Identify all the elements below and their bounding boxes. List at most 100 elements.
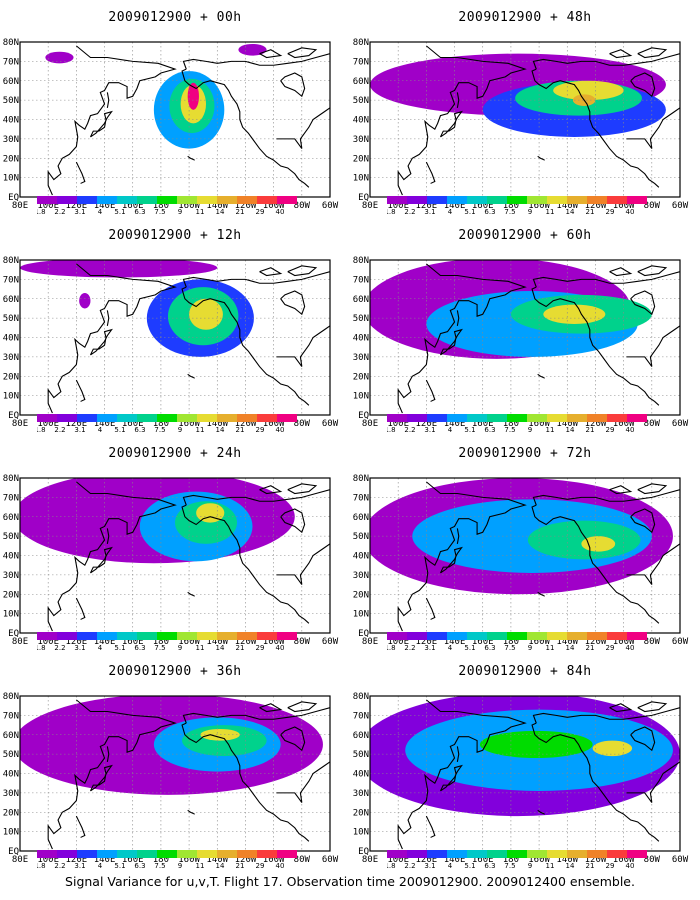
colorbar-label: 7.5	[504, 862, 515, 870]
x-tick-label: 80W	[644, 419, 661, 429]
coastline	[75, 815, 86, 838]
x-tick-label: 100E	[387, 201, 409, 211]
y-tick-label: 10N	[353, 610, 369, 620]
colorbar-label: 4	[98, 426, 103, 434]
coastline	[187, 155, 195, 161]
colorbar-swatch	[217, 850, 237, 858]
coastline	[637, 483, 668, 495]
variance-field	[20, 696, 330, 851]
x-tick-label: 120E	[416, 419, 438, 429]
x-tick-label: 160W	[178, 855, 200, 865]
colorbar-label: 11	[196, 862, 205, 870]
x-tick-label: 80W	[644, 201, 661, 211]
colorbar-label: 29	[256, 862, 265, 870]
y-tick-label: 40N	[353, 334, 369, 344]
colorbar-label: 7.5	[504, 644, 515, 652]
x-tick-label: 80W	[644, 637, 661, 647]
variance-field	[20, 478, 330, 633]
x-tick-label: 80E	[12, 855, 28, 865]
colorbar-swatch	[627, 632, 647, 640]
colorbar-swatch	[277, 632, 297, 640]
y-tick-label: 50N	[3, 750, 19, 760]
y-tick-label: 60N	[353, 513, 369, 523]
x-tick-label: 180	[153, 201, 169, 211]
colorbar-swatch	[567, 196, 587, 204]
x-tick-label: 80E	[12, 419, 28, 429]
x-tick-label: 140E	[444, 855, 466, 865]
colorbar-swatch	[607, 414, 627, 422]
x-tick-label: 160E	[472, 419, 494, 429]
colorbar-label: 7.5	[154, 862, 165, 870]
colorbar-label: 3.1	[74, 208, 85, 216]
x-tick-label: 100W	[613, 637, 635, 647]
x-tick-label: 160W	[178, 419, 200, 429]
colorbar-label: 21	[236, 644, 245, 652]
colorbar-swatch	[487, 196, 507, 204]
variance-contour	[479, 730, 593, 758]
coastline	[425, 597, 436, 620]
colorbar-swatch	[407, 196, 427, 204]
x-tick-label: 100E	[37, 201, 59, 211]
coastline	[182, 271, 330, 288]
panel-title: 2009012900 + 36h	[108, 664, 242, 679]
x-tick-label: 120W	[235, 855, 257, 865]
y-tick-label: 10N	[353, 828, 369, 838]
x-tick-label: 180	[153, 419, 169, 429]
y-tick-label: 30N	[353, 135, 369, 145]
y-tick-label: 70N	[353, 275, 369, 285]
colorbar-swatch	[237, 632, 257, 640]
colorbar-swatch	[217, 632, 237, 640]
y-tick-label: 70N	[353, 493, 369, 503]
x-tick-label: 100W	[613, 201, 635, 211]
x-tick-label: 120W	[235, 637, 257, 647]
x-tick-label: 60W	[672, 419, 689, 429]
colorbar-label: 29	[256, 644, 265, 652]
x-tick-label: 80E	[362, 855, 378, 865]
colorbar-swatch	[447, 196, 467, 204]
x-tick-label: 60W	[672, 855, 689, 865]
x-tick-label: 160E	[122, 419, 144, 429]
coastline	[182, 489, 330, 506]
coastline	[259, 267, 283, 277]
y-tick-label: 80N	[353, 474, 369, 484]
y-tick-label: EQ	[358, 629, 369, 639]
colorbar: 1.8 2.2 3.1 4 5.1 6.3 7.5 9 11 14 21 29 40	[37, 850, 297, 870]
colorbar-label: 29	[256, 208, 265, 216]
coastline	[609, 49, 633, 59]
colorbar-swatch	[217, 414, 237, 422]
variance-field	[20, 260, 330, 415]
x-tick-label: 60W	[322, 419, 339, 429]
x-tick-label: 160W	[528, 419, 550, 429]
colorbar: 1.8 2.2 3.1 4 5.1 6.3 7.5 9 11 14 21 29 40	[37, 196, 297, 216]
colorbar-swatch	[507, 632, 527, 640]
colorbar-swatch	[97, 414, 117, 422]
colorbar-label: 6.3	[134, 208, 145, 216]
chart-panel: 2009012900 + 24h EQ 10N 20N 30N 40N 50N 60N 70N 8…	[0, 436, 350, 661]
x-tick-label: 140E	[94, 201, 116, 211]
colorbar-label: 3.1	[424, 426, 435, 434]
y-tick-label: 70N	[353, 711, 369, 721]
x-tick-label: 160W	[528, 201, 550, 211]
map-plot: EQ 10N 20N 30N 40N 50N 60N 70N 80N 80E 100E 120E 140…	[3, 474, 339, 647]
variance-field	[370, 478, 680, 633]
colorbar-label: 40	[626, 862, 635, 870]
colorbar: 1.8 2.2 3.1 4 5.1 6.3 7.5 9 11 14 21 29 40	[387, 850, 647, 870]
colorbar-swatch	[37, 632, 57, 640]
colorbar-label: 21	[586, 208, 595, 216]
colorbar-swatch	[77, 196, 97, 204]
colorbar-swatch	[117, 414, 137, 422]
colorbar-swatch	[627, 850, 647, 858]
coastline	[626, 107, 680, 149]
variance-contour	[543, 304, 606, 324]
coastline	[187, 809, 195, 815]
x-tick-label: 120W	[235, 201, 257, 211]
colorbar-swatch	[387, 196, 407, 204]
colorbar-label: 6.3	[484, 644, 495, 652]
colorbar-label: 11	[196, 426, 205, 434]
coastline	[626, 543, 680, 585]
y-tick-label: 60N	[3, 731, 19, 741]
x-tick-label: 100W	[263, 855, 285, 865]
y-tick-label: 70N	[3, 57, 19, 67]
x-tick-label: 180	[153, 637, 169, 647]
coastline	[47, 45, 177, 196]
